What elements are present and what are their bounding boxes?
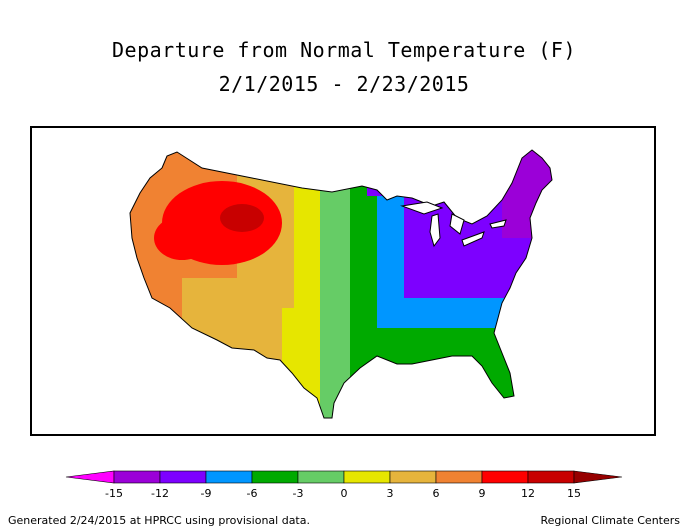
- legend-bin-1: [113, 470, 161, 484]
- legend-bin-7: [389, 470, 437, 484]
- legend-bin-5: [297, 470, 345, 484]
- great-lakes: [400, 201, 507, 248]
- legend-bin-4: [251, 470, 299, 484]
- legend-tick-label: 6: [433, 487, 440, 500]
- footer-credit: Regional Climate Centers: [540, 514, 680, 527]
- legend-bin-3: [205, 470, 253, 484]
- legend-bin-2: [159, 470, 207, 484]
- legend-tick-label: 15: [567, 487, 581, 500]
- legend-bin-10: [527, 470, 575, 484]
- temperature-field: [130, 150, 552, 418]
- map-frame: [30, 126, 656, 436]
- lake-ontario: [489, 219, 507, 229]
- legend-tick-label: 12: [521, 487, 535, 500]
- legend-tick-label: 9: [479, 487, 486, 500]
- color-legend: -15 -12 -9 -6 -3 0 3 6 9 12 15: [65, 470, 623, 500]
- legend-bin-0: [65, 470, 115, 484]
- lake-michigan: [429, 213, 441, 248]
- legend-bin-9: [481, 470, 529, 484]
- lake-erie: [461, 231, 485, 247]
- legend-tick-label: -15: [105, 487, 123, 500]
- map-title: Departure from Normal Temperature (F): [111, 38, 577, 62]
- legend-tick-label: -12: [151, 487, 169, 500]
- lake-huron: [449, 213, 465, 235]
- legend-bin-11: [573, 470, 623, 484]
- legend-tick-label: -3: [293, 487, 304, 500]
- footer-provenance: Generated 2/24/2015 at HPRCC using provi…: [8, 514, 310, 527]
- legend-tick-label: -9: [201, 487, 212, 500]
- legend-bin-6: [343, 470, 391, 484]
- temperature-departure-map: [129, 149, 553, 419]
- map-date-range: 2/1/2015 - 2/23/2015: [218, 72, 470, 96]
- lake-superior: [400, 201, 444, 215]
- legend-bin-8: [435, 470, 483, 484]
- legend-tick-label: 3: [387, 487, 394, 500]
- legend-tick-label: -6: [247, 487, 258, 500]
- legend-tick-label: 0: [341, 487, 348, 500]
